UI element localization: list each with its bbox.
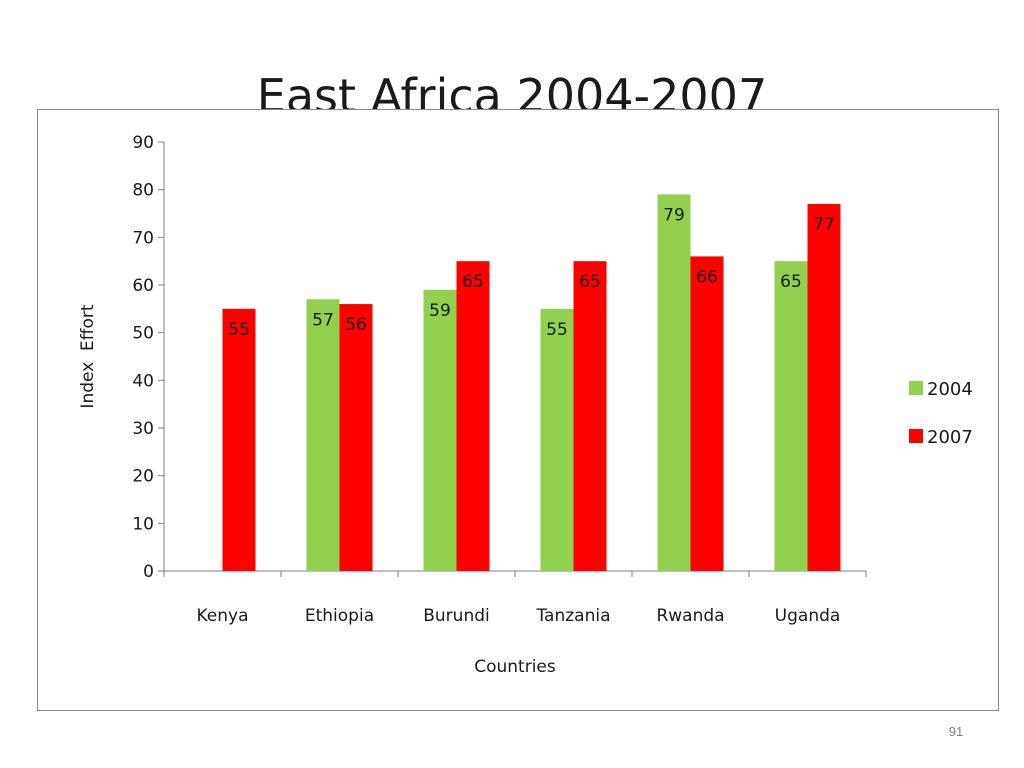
data-label: 79 bbox=[663, 205, 685, 225]
y-tick-label: 70 bbox=[132, 228, 154, 248]
x-axis-title: Countries bbox=[474, 657, 556, 677]
y-axis-title: Index Effort bbox=[78, 304, 98, 408]
data-label: 65 bbox=[462, 272, 484, 292]
x-tick-label: Uganda bbox=[775, 606, 841, 626]
bar-2004 bbox=[657, 194, 691, 571]
bar-2004 bbox=[306, 299, 340, 571]
data-label: 57 bbox=[312, 310, 334, 330]
y-tick-label: 80 bbox=[132, 181, 154, 201]
data-label: 77 bbox=[813, 215, 835, 235]
x-tick-label: Tanzania bbox=[535, 606, 610, 626]
y-tick-label: 60 bbox=[132, 276, 154, 296]
y-tick-label: 90 bbox=[132, 133, 154, 153]
bar-2007 bbox=[573, 261, 607, 571]
bar-2004 bbox=[423, 289, 457, 571]
bar-2004 bbox=[774, 261, 808, 571]
data-label: 55 bbox=[546, 320, 568, 340]
bar-2007 bbox=[807, 203, 841, 571]
y-tick-label: 0 bbox=[143, 562, 154, 582]
data-label: 55 bbox=[228, 320, 250, 340]
data-label: 66 bbox=[696, 267, 718, 287]
slide-number: 91 bbox=[948, 724, 964, 739]
x-tick-label: Kenya bbox=[196, 606, 248, 626]
chart-frame: 0 10 20 30 40 50 60 70 80 90 Kenya Ethiopia Burundi T… bbox=[37, 109, 999, 711]
data-label: 65 bbox=[780, 272, 802, 292]
y-tick-label: 40 bbox=[132, 371, 154, 391]
bar-chart: 0 10 20 30 40 50 60 70 80 90 Kenya Ethiopia Burundi T… bbox=[78, 133, 973, 677]
x-tick-label: Burundi bbox=[423, 606, 490, 626]
legend-label: 2004 bbox=[927, 379, 973, 400]
data-label: 56 bbox=[345, 315, 367, 335]
x-tick-label: Ethiopia bbox=[305, 606, 374, 626]
data-label: 65 bbox=[579, 272, 601, 292]
y-tick-label: 20 bbox=[132, 467, 154, 487]
bar-2004 bbox=[540, 308, 574, 571]
y-tick-label: 50 bbox=[132, 324, 154, 344]
legend-label: 2007 bbox=[927, 427, 973, 448]
bar-2007 bbox=[456, 261, 490, 571]
legend-swatch-2007 bbox=[909, 429, 923, 443]
bar-2007 bbox=[222, 308, 256, 571]
bar-2007 bbox=[690, 256, 724, 571]
y-tick-label: 30 bbox=[132, 419, 154, 439]
data-label: 59 bbox=[429, 301, 451, 321]
bar-2007 bbox=[339, 304, 373, 571]
y-tick-label: 10 bbox=[132, 514, 154, 534]
x-tick-label: Rwanda bbox=[656, 606, 724, 626]
legend-swatch-2004 bbox=[909, 381, 923, 395]
